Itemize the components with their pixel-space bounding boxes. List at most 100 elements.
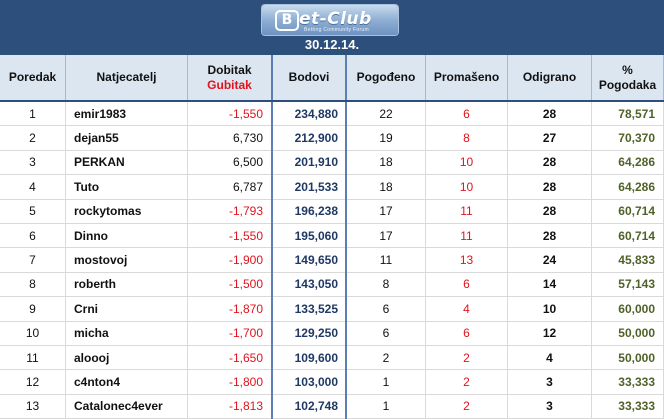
profit-cell: -1,650 (187, 345, 273, 371)
misses-cell: 6 (425, 272, 508, 298)
profit-cell: -1,500 (187, 272, 273, 298)
hits-cell: 8 (346, 272, 426, 298)
points-cell: 195,060 (271, 223, 347, 249)
player-cell: aloooj (65, 345, 188, 371)
pct-cell: 33,333 (591, 394, 664, 419)
misses-cell: 13 (425, 247, 508, 273)
misses-cell: 2 (425, 369, 508, 395)
player-cell: c4nton4 (65, 369, 188, 395)
rank-cell: 3 (0, 150, 66, 176)
rank-cell: 1 (0, 101, 66, 127)
misses-cell: 11 (425, 199, 508, 224)
table-row: 3 PERKAN 6,500 201,910 18 10 28 64,286 (0, 150, 664, 176)
points-cell: 201,910 (271, 150, 347, 176)
rank-cell: 10 (0, 321, 66, 346)
player-cell: emir1983 (65, 101, 188, 127)
rank-cell: 13 (0, 394, 66, 419)
profit-cell: -1,550 (187, 101, 273, 127)
played-cell: 28 (507, 150, 592, 176)
rank-cell: 6 (0, 223, 66, 249)
profit-cell: 6,500 (187, 150, 273, 176)
pct-cell: 64,286 (591, 150, 664, 176)
col-played: Odigrano (507, 55, 592, 102)
col-pct-label: Pogodaka (598, 77, 657, 92)
report-date: 30.12.14. (304, 37, 360, 52)
pct-cell: 70,370 (591, 125, 664, 151)
pct-cell: 78,571 (591, 101, 664, 127)
col-profit-loss-label: Gubitak (207, 77, 252, 92)
played-cell: 24 (507, 247, 592, 273)
points-cell: 234,880 (271, 101, 347, 127)
table-row: 12 c4nton4 -1,800 103,000 1 2 3 33,333 (0, 369, 664, 395)
hits-cell: 17 (346, 199, 426, 224)
played-cell: 4 (507, 345, 592, 371)
hits-cell: 6 (346, 296, 426, 322)
table-row: 10 micha -1,700 129,250 6 6 12 50,000 (0, 321, 664, 346)
misses-cell: 6 (425, 321, 508, 346)
rank-cell: 4 (0, 174, 66, 200)
pct-cell: 33,333 (591, 369, 664, 395)
player-cell: Dinno (65, 223, 188, 249)
col-rank: Poredak (0, 55, 66, 102)
table-row: 11 aloooj -1,650 109,600 2 2 4 50,000 (0, 345, 664, 371)
hits-cell: 2 (346, 345, 426, 371)
played-cell: 28 (507, 223, 592, 249)
col-misses: Promašeno (425, 55, 508, 102)
table-row: 5 rockytomas -1,793 196,238 17 11 28 60,714 (0, 199, 664, 224)
hits-cell: 6 (346, 321, 426, 346)
points-cell: 103,000 (271, 369, 347, 395)
rank-cell: 12 (0, 369, 66, 395)
played-cell: 12 (507, 321, 592, 346)
misses-cell: 4 (425, 296, 508, 322)
rank-cell: 9 (0, 296, 66, 322)
profit-cell: -1,800 (187, 369, 273, 395)
points-cell: 201,533 (271, 174, 347, 200)
profit-cell: -1,900 (187, 247, 273, 273)
col-points: Bodovi (271, 55, 347, 102)
profit-cell: -1,813 (187, 394, 273, 419)
misses-cell: 10 (425, 174, 508, 200)
misses-cell: 11 (425, 223, 508, 249)
profit-cell: -1,870 (187, 296, 273, 322)
pct-cell: 64,286 (591, 174, 664, 200)
played-cell: 28 (507, 101, 592, 127)
points-cell: 102,748 (271, 394, 347, 419)
points-cell: 212,900 (271, 125, 347, 151)
profit-cell: 6,787 (187, 174, 273, 200)
col-profit: Dobitak Gubitak (187, 55, 273, 102)
hits-cell: 11 (346, 247, 426, 273)
rank-cell: 7 (0, 247, 66, 273)
pct-cell: 60,000 (591, 296, 664, 322)
profit-cell: -1,793 (187, 199, 273, 224)
played-cell: 3 (507, 394, 592, 419)
hits-cell: 1 (346, 369, 426, 395)
player-cell: roberth (65, 272, 188, 298)
standings-table: Poredak Natjecatelj Dobitak Gubitak Bodo… (0, 55, 664, 419)
player-cell: Catalonec4ever (65, 394, 188, 419)
profit-cell: 6,730 (187, 125, 273, 151)
logo-tagline: Betting Community Forum (304, 27, 369, 33)
misses-cell: 10 (425, 150, 508, 176)
hits-cell: 19 (346, 125, 426, 151)
pct-cell: 50,000 (591, 321, 664, 346)
rank-cell: 2 (0, 125, 66, 151)
col-hits: Pogođeno (346, 55, 426, 102)
points-cell: 109,600 (271, 345, 347, 371)
pct-cell: 60,714 (591, 199, 664, 224)
misses-cell: 2 (425, 394, 508, 419)
table-row: 7 mostovoj -1,900 149,650 11 13 24 45,833 (0, 247, 664, 273)
rank-cell: 5 (0, 199, 66, 224)
logo-wordmark: et-Club (299, 9, 372, 29)
pct-cell: 57,143 (591, 272, 664, 298)
played-cell: 28 (507, 199, 592, 224)
table-row: 9 Crni -1,870 133,525 6 4 10 60,000 (0, 296, 664, 322)
profit-cell: -1,550 (187, 223, 273, 249)
page-header: B et-Club Betting Community Forum 30.12.… (0, 0, 664, 55)
table-row: 1 emir1983 -1,550 234,880 22 6 28 78,571 (0, 101, 664, 127)
hits-cell: 22 (346, 101, 426, 127)
points-cell: 149,650 (271, 247, 347, 273)
player-cell: PERKAN (65, 150, 188, 176)
table-row: 4 Tuto 6,787 201,533 18 10 28 64,286 (0, 174, 664, 200)
rank-cell: 11 (0, 345, 66, 371)
points-cell: 143,050 (271, 272, 347, 298)
